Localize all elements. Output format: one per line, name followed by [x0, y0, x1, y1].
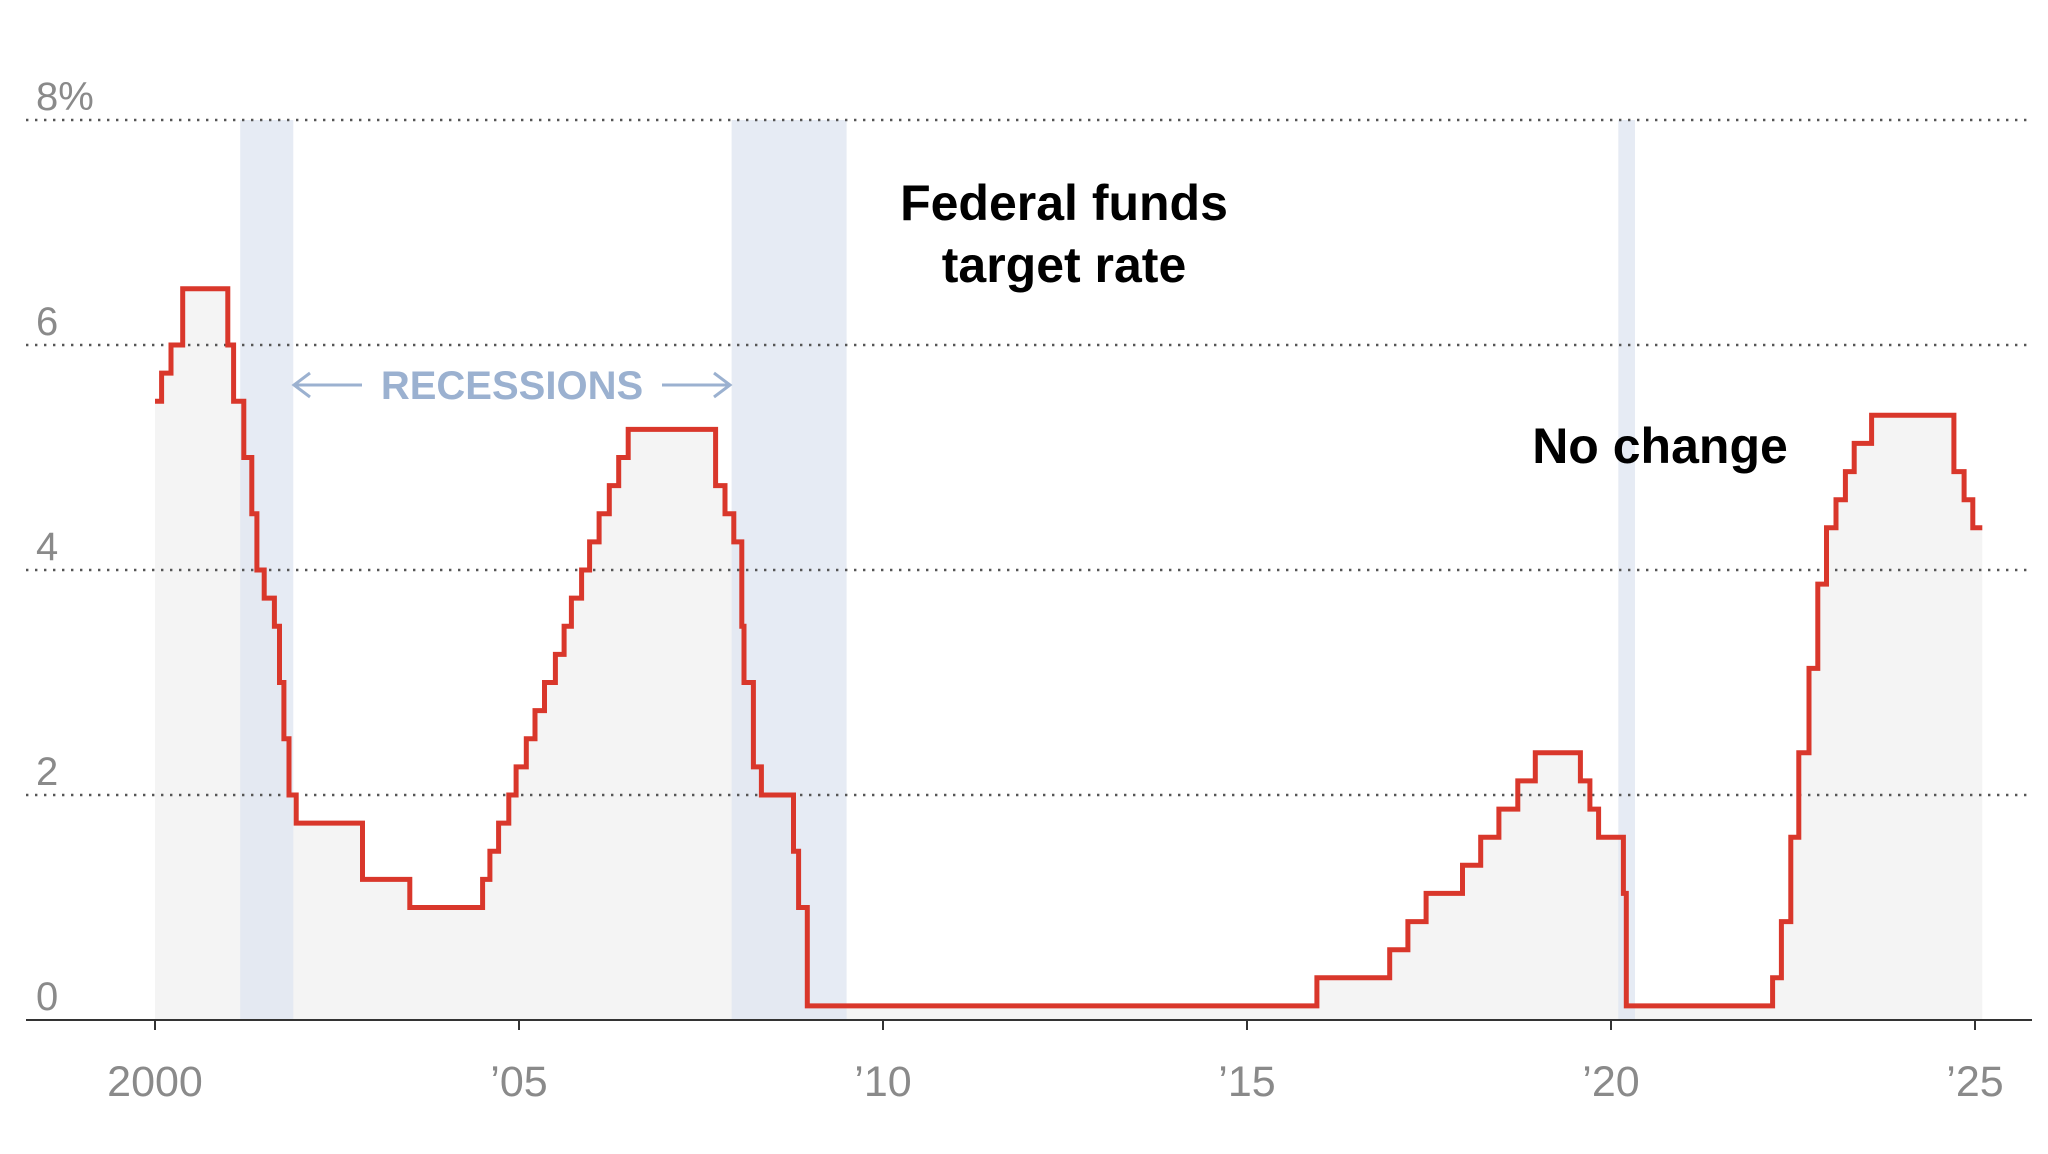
y-tick-label-6: 6 — [36, 300, 58, 344]
recessions-label: RECESSIONS — [381, 364, 643, 408]
x-tick-label-2010: ’10 — [854, 1058, 911, 1106]
no-change-annotation: No change — [1532, 418, 1788, 474]
y-tick-label-4: 4 — [36, 525, 58, 569]
recessions-annotation: RECESSIONS — [291, 364, 733, 408]
x-tick-label-2025: ’25 — [1946, 1058, 2003, 1106]
x-tick-labels: 2000 ’05 ’10 ’15 ’20 ’25 — [107, 1058, 2004, 1106]
y-tick-label-8: 8% — [36, 75, 94, 119]
chart-title-line-1: Federal funds — [900, 175, 1228, 231]
x-tick-label-2005: ’05 — [490, 1058, 547, 1106]
rate-area-fill — [155, 288, 1983, 1020]
chart-title-line-2: target rate — [942, 237, 1187, 293]
y-tick-label-2: 2 — [36, 750, 58, 794]
rate-line-group — [155, 286, 1983, 1009]
x-axis — [26, 1019, 2032, 1030]
recessions-arrowhead-left — [291, 371, 311, 399]
y-gridlines — [26, 118, 2032, 797]
recession-band-1 — [240, 120, 294, 1020]
y-tick-labels: 0 2 4 6 8% — [36, 75, 94, 1019]
x-tick-label-2015: ’15 — [1218, 1058, 1275, 1106]
x-tick-label-2000: 2000 — [107, 1058, 203, 1106]
recession-band-3 — [1618, 120, 1635, 1020]
y-tick-label-0: 0 — [36, 975, 58, 1019]
rate-area — [155, 288, 1983, 1020]
recessions-arrowhead-right — [713, 371, 733, 399]
rate-line — [155, 286, 1983, 1009]
x-tick-label-2020: ’20 — [1582, 1058, 1639, 1106]
